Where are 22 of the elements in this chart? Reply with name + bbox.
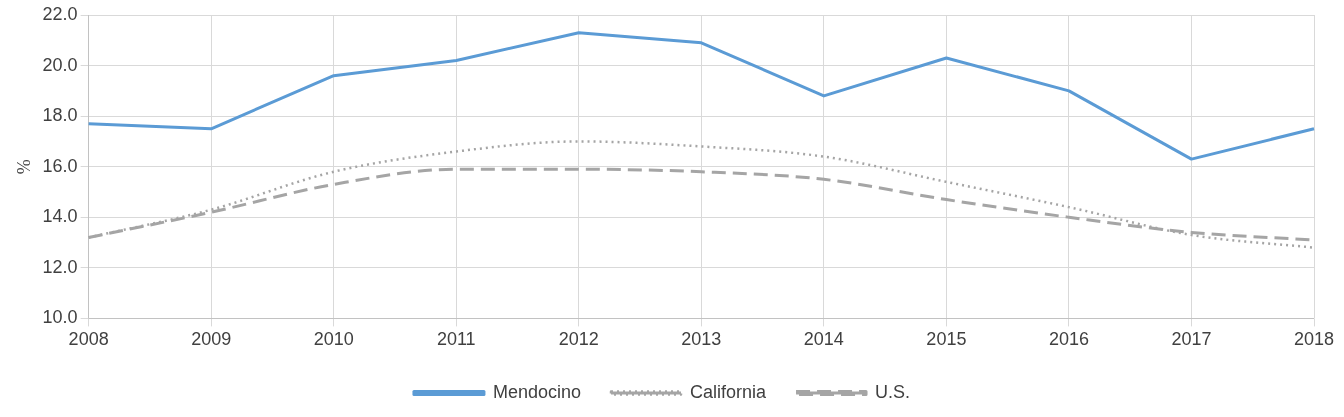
x-tick-label: 2016 bbox=[1048, 329, 1089, 350]
x-tick-label: 2017 bbox=[1171, 329, 1212, 350]
x-tick-label: 2012 bbox=[558, 329, 599, 350]
y-tick-label: 18.0 bbox=[42, 105, 78, 126]
x-tick-label: 2014 bbox=[803, 329, 844, 350]
x-tick-label: 2015 bbox=[926, 329, 967, 350]
y-tick-label: 16.0 bbox=[42, 155, 78, 176]
x-tick-label: 2010 bbox=[313, 329, 354, 350]
y-tick-label: 10.0 bbox=[42, 307, 78, 328]
x-tick-label: 2018 bbox=[1293, 329, 1335, 350]
legend-label: California bbox=[690, 381, 768, 402]
legend-label: Mendocino bbox=[492, 381, 582, 402]
y-tick-label: 14.0 bbox=[42, 206, 78, 227]
y-tick-label: 22.0 bbox=[42, 3, 78, 24]
x-tick-label: 2008 bbox=[68, 329, 109, 350]
y-axis-title: % bbox=[13, 159, 34, 175]
y-tick-label: 12.0 bbox=[42, 256, 78, 277]
y-tick-label: 20.0 bbox=[42, 54, 78, 75]
legend-label: U.S. bbox=[875, 381, 911, 402]
x-tick-label: 2009 bbox=[191, 329, 232, 350]
x-tick-label: 2013 bbox=[681, 329, 722, 350]
x-tick-label: 2011 bbox=[436, 329, 476, 350]
